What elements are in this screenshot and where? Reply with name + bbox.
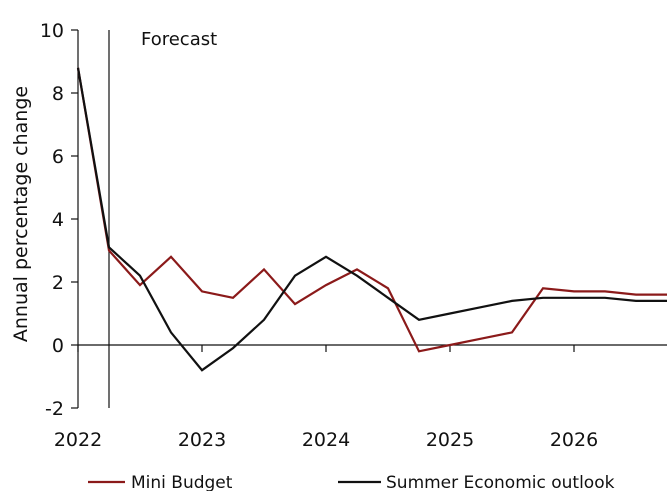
legend-label-mini-budget: Mini Budget: [131, 473, 233, 491]
y-axis-ticks: -2 0 2 4 6 8 10: [40, 20, 78, 420]
y-tick-label: 0: [52, 335, 64, 357]
legend-label-summer-economic-outlook: Summer Economic outlook: [386, 473, 615, 491]
y-tick-label: 10: [40, 20, 64, 42]
y-tick-label: 2: [52, 272, 64, 294]
forecast-label: Forecast: [141, 29, 217, 50]
axes: [77, 30, 667, 408]
y-tick-label: 8: [52, 83, 64, 105]
x-tick-label: 2025: [426, 429, 474, 451]
y-tick-label: 4: [52, 209, 64, 231]
x-tick-label: 2026: [550, 429, 598, 451]
series-line-mini-budget: [76, 67, 667, 353]
legend: Mini Budget Summer Economic outlook: [88, 473, 615, 491]
series-line-summer-economic-outlook: [76, 67, 667, 372]
x-tick-label: 2022: [54, 429, 102, 451]
y-tick-label: -2: [45, 398, 64, 420]
x-axis-ticks: 2022 2023 2024 2025 2026: [54, 345, 598, 451]
series-group: [76, 67, 667, 372]
y-axis-title: Annual percentage change: [10, 86, 32, 342]
y-tick-label: 6: [52, 146, 64, 168]
x-tick-label: 2023: [178, 429, 226, 451]
x-tick-label: 2024: [302, 429, 350, 451]
